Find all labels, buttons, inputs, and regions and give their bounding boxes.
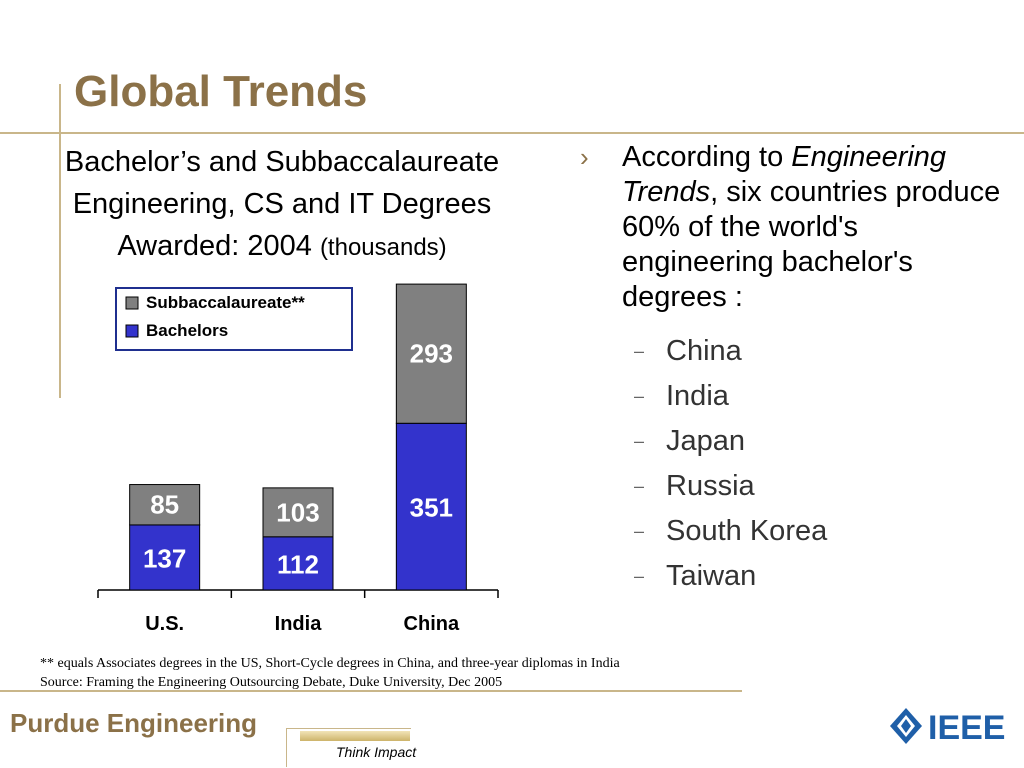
- footer-rule: [0, 690, 742, 692]
- bar-bachelors: [129, 524, 201, 591]
- legend-swatch: [125, 324, 139, 338]
- vertical-rule: [59, 84, 61, 398]
- bar-subbaccalaureate: [395, 283, 467, 424]
- ieee-wordmark: IEEE: [928, 709, 1005, 746]
- horizontal-rule: [0, 132, 1024, 134]
- think-impact-tagline: Think Impact: [336, 744, 417, 760]
- data-label-bachelors: 351: [410, 493, 453, 523]
- footnote-source: Source: Framing the Engineering Outsourc…: [40, 675, 503, 690]
- bullet-intro-after: , six countries produce 60% of the world…: [622, 176, 1001, 313]
- data-label-subbaccalaureate: 85: [150, 490, 179, 520]
- dash-icon: –: [634, 341, 645, 361]
- country-item: – Russia: [580, 464, 1010, 509]
- bar-subbaccalaureate: [262, 487, 334, 538]
- dash-icon: –: [634, 386, 645, 406]
- think-impact-bar: [300, 731, 410, 741]
- bullet-main: › According to Engineering Trends, six c…: [580, 140, 1010, 315]
- country-item: – India: [580, 374, 1010, 419]
- bullet-list: › According to Engineering Trends, six c…: [580, 140, 1010, 599]
- think-impact-frame: [286, 728, 411, 767]
- x-tick-label: China: [404, 613, 460, 635]
- country-item: – South Korea: [580, 509, 1010, 554]
- slide-title: Global Trends: [74, 67, 368, 116]
- data-label-bachelors: 137: [143, 543, 186, 573]
- legend-box: [115, 287, 353, 351]
- bullet-intro-italic: Engineering Trends: [622, 141, 947, 208]
- legend-swatch: [125, 296, 139, 310]
- country-item: – China: [580, 329, 1010, 374]
- data-label-subbaccalaureate: 103: [276, 497, 319, 527]
- legend-label: Subbaccalaureate**: [146, 293, 305, 312]
- chart-title-main: Bachelor’s and Subbaccalaureate Engineer…: [64, 146, 500, 262]
- country-list: – China – India – Japan – Russia – South Kore…: [580, 329, 1010, 599]
- data-label-subbaccalaureate: 293: [410, 339, 453, 369]
- dash-icon: –: [634, 566, 645, 586]
- bar-subbaccalaureate: [129, 484, 201, 526]
- country-item: – Japan: [580, 419, 1010, 464]
- x-tick-label: India: [275, 613, 323, 635]
- chart-title: Bachelor’s and Subbaccalaureate Engineer…: [12, 141, 552, 269]
- purdue-engineering-brand: Purdue Engineering: [10, 708, 258, 738]
- bar-bachelors: [262, 536, 334, 591]
- chart-title-unit: (thousands): [319, 234, 447, 261]
- country-item: – Taiwan: [580, 554, 1010, 599]
- bar-bachelors: [395, 422, 467, 591]
- dash-icon: –: [634, 431, 645, 451]
- ieee-diamond-icon: [890, 708, 922, 744]
- stacked-bar-chart: 137 85 U.S. 112 103 India 351 293 China Subbaccal…: [97, 283, 499, 635]
- ieee-logo: IEEE: [890, 708, 1005, 746]
- footnote: ** equals Associates degrees in the US, …: [40, 654, 620, 692]
- bullet-intro-before: According to: [622, 141, 792, 173]
- dash-icon: –: [634, 476, 645, 496]
- bullet-marker-icon: ›: [580, 142, 589, 172]
- footnote-definition: ** equals Associates degrees in the US, …: [40, 656, 620, 671]
- legend-label: Bachelors: [146, 321, 228, 340]
- data-label-bachelors: 112: [277, 549, 319, 579]
- x-tick-label: U.S.: [145, 613, 184, 635]
- dash-icon: –: [634, 521, 645, 541]
